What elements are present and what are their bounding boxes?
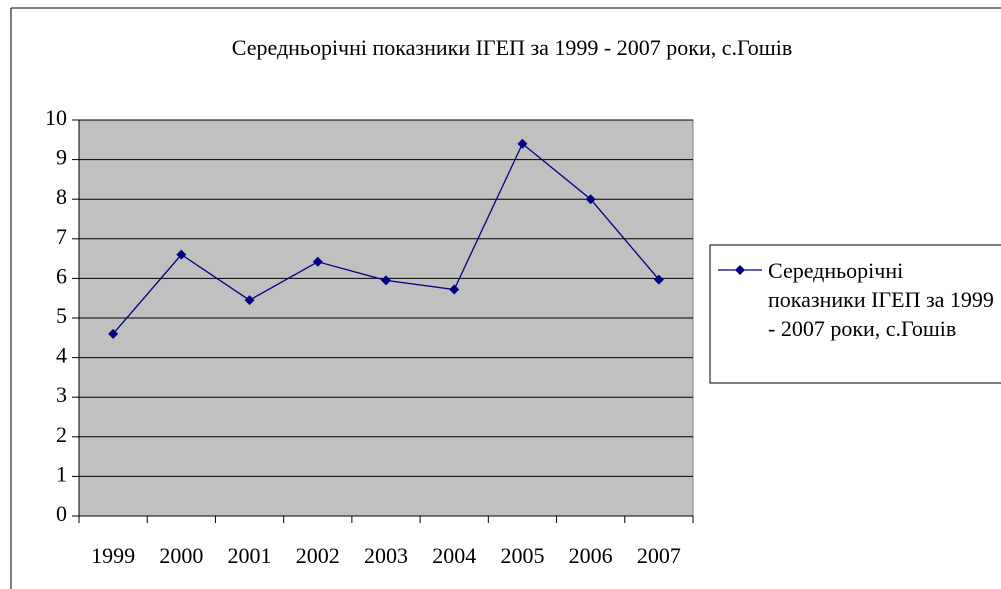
y-tick-label: 6 xyxy=(56,263,67,288)
y-tick-label: 10 xyxy=(45,105,67,130)
x-tick-label: 2000 xyxy=(159,543,203,568)
x-tick-label: 2006 xyxy=(569,543,613,568)
marker xyxy=(449,284,460,295)
marker xyxy=(585,194,596,205)
x-tick-label: 2001 xyxy=(228,543,272,568)
y-tick-label: 8 xyxy=(56,184,67,209)
marker xyxy=(176,249,187,260)
marker xyxy=(517,138,528,149)
marker xyxy=(244,295,255,306)
x-tick-label: 2004 xyxy=(432,543,476,568)
marker xyxy=(312,256,323,267)
marker xyxy=(381,275,391,286)
y-tick-label: 2 xyxy=(56,422,67,447)
legend-box xyxy=(709,244,1001,384)
marker xyxy=(653,274,664,285)
marker xyxy=(108,328,119,339)
y-tick-label: 0 xyxy=(56,501,67,526)
legend-label: Середньорічні показники ІГЕП за 1999 - 2… xyxy=(768,258,994,341)
y-tick-label: 7 xyxy=(56,224,67,249)
y-tick-label: 3 xyxy=(56,382,67,407)
x-tick-label: 2003 xyxy=(364,543,408,568)
x-tick-label: 2005 xyxy=(500,543,544,568)
y-tick-label: 5 xyxy=(56,303,67,328)
x-tick-label: 2007 xyxy=(637,543,681,568)
legend-marker xyxy=(735,265,745,275)
y-tick-label: 1 xyxy=(56,461,67,486)
y-tick-label: 4 xyxy=(56,343,67,368)
x-tick-label: 1999 xyxy=(91,543,135,568)
chart-title: Середньорічні показники ІГЕП за 1999 - 2… xyxy=(232,35,792,60)
x-tick-label: 2002 xyxy=(296,543,340,568)
y-tick-label: 9 xyxy=(56,145,67,170)
